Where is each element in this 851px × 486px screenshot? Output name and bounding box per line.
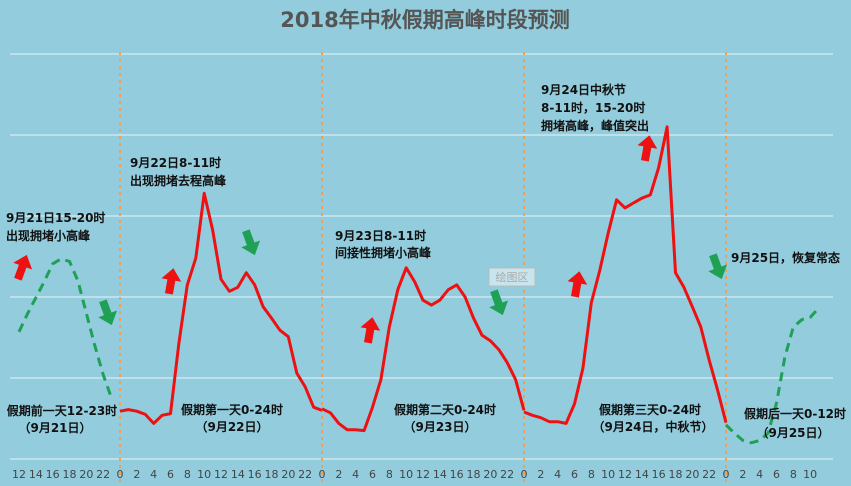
x-tick-label: 20: [685, 468, 699, 481]
x-tick-label: 12: [214, 468, 228, 481]
x-tick-label: 14: [231, 468, 245, 481]
x-tick-label: 2: [537, 468, 544, 481]
x-tick-label: 2: [133, 468, 140, 481]
x-tick-label: 14: [433, 468, 447, 481]
rise-arrow-icon: [567, 271, 588, 298]
rise-arrow-icon: [13, 254, 33, 281]
period-0925-line1: 假期后一天0-12时: [744, 406, 846, 421]
x-tick-label: 2: [335, 468, 342, 481]
x-tick-label: 4: [352, 468, 359, 481]
x-tick-label: 18: [669, 468, 683, 481]
fall-arrow-icon: [489, 289, 509, 316]
x-tick-label: 6: [369, 468, 376, 481]
annotation-normal-0925: 9月25日，恢复常态: [731, 250, 840, 265]
fall-arrow-icon: [241, 229, 261, 256]
x-tick-label: 10: [197, 468, 211, 481]
x-tick-label: 8: [184, 468, 191, 481]
series-line-9月24日: [523, 125, 728, 425]
annotation-peak-0923-line1: 9月23日8-11时: [335, 228, 426, 243]
x-tick-label: 8: [790, 468, 797, 481]
annotation-peak-0923-line2: 间接性拥堵小高峰: [335, 245, 432, 260]
x-tick-labels: 12 14 16 18 20 22 0 2 4 6 8 10 12 14 16 18 20 22 0 2 4 6 8 10 12…: [12, 468, 817, 481]
fall-arrow-icon: [98, 299, 118, 326]
x-tick-label: 4: [554, 468, 561, 481]
rise-arrow-icon: [161, 268, 182, 295]
x-tick-label: 16: [248, 468, 262, 481]
x-tick-label: 0: [319, 468, 326, 481]
period-0923-line1: 假期第二天0-24时: [394, 402, 496, 417]
x-tick-label: 22: [500, 468, 514, 481]
annotation-peak-0922-line1: 9月22日8-11时: [130, 155, 221, 170]
x-tick-label: 20: [281, 468, 295, 481]
x-tick-label: 8: [386, 468, 393, 481]
x-tick-label: 22: [298, 468, 312, 481]
x-tick-label: 12: [12, 468, 26, 481]
period-0921-line1: 假期前一天12-23时: [7, 403, 117, 418]
period-0923-line2: （9月23日）: [403, 419, 476, 434]
annotation-peak-0921-line1: 9月21日15-20时: [6, 210, 105, 225]
annotation-peak-0924-line3: 拥堵高峰，峰值突出: [541, 118, 649, 133]
rise-arrow-icon: [637, 135, 658, 162]
x-tick-label: 6: [773, 468, 780, 481]
annotation-peak-0924-line2: 8-11时，15-20时: [541, 100, 645, 115]
fall-arrow-icon: [708, 253, 728, 280]
x-tick-label: 10: [399, 468, 413, 481]
x-tick-label: 8: [588, 468, 595, 481]
x-tick-label: 10: [601, 468, 615, 481]
period-0922-line2: （9月22日）: [195, 419, 268, 434]
rise-arrow-icon: [360, 317, 381, 344]
x-tick-label: 12: [618, 468, 632, 481]
x-tick-label: 6: [571, 468, 578, 481]
period-0921-line2: （9月21日）: [18, 420, 91, 435]
annotation-peak-0922-line2: 出现拥堵去程高峰: [130, 173, 227, 188]
x-tick-label: 18: [265, 468, 279, 481]
x-tick-label: 14: [635, 468, 649, 481]
tooltip-text: 绘图区: [496, 270, 529, 284]
x-tick-label: 18: [63, 468, 77, 481]
series-line-9月25日: [724, 307, 820, 445]
chart-title: 2018年中秋假期高峰时段预测: [280, 8, 569, 32]
annotation-peak-0924-line1: 9月24日中秋节: [541, 82, 626, 97]
x-tick-label: 2: [739, 468, 746, 481]
x-tick-label: 4: [756, 468, 763, 481]
period-0922-line1: 假期第一天0-24时: [181, 402, 283, 417]
annotation-peak-0921-line2: 出现拥堵小高峰: [6, 228, 91, 243]
plot-area-tooltip: 绘图区: [488, 267, 536, 287]
x-tick-label: 12: [416, 468, 430, 481]
x-tick-label: 16: [652, 468, 666, 481]
period-0924-line1: 假期第三天0-24时: [599, 402, 701, 417]
x-tick-label: 0: [117, 468, 124, 481]
x-tick-label: 20: [483, 468, 497, 481]
series-line-9月22日: [119, 191, 323, 425]
x-tick-label: 0: [521, 468, 528, 481]
x-tick-label: 16: [46, 468, 60, 481]
period-0924-line2: （9月24日，中秋节）: [592, 419, 713, 434]
x-tick-label: 16: [450, 468, 464, 481]
series-lines: [17, 125, 820, 445]
x-tick-label: 6: [167, 468, 174, 481]
x-tick-label: 18: [467, 468, 481, 481]
series-line-9月21日: [17, 257, 114, 399]
period-0925-line2: （9月25日）: [756, 425, 829, 440]
annotations: 9月21日15-20时 出现拥堵小高峰 9月22日8-11时 出现拥堵去程高峰 …: [6, 82, 846, 440]
x-tick-label: 4: [150, 468, 157, 481]
x-tick-label: 10: [803, 468, 817, 481]
x-tick-label: 14: [29, 468, 43, 481]
x-tick-label: 0: [723, 468, 730, 481]
x-tick-label: 22: [702, 468, 716, 481]
x-tick-label: 22: [96, 468, 110, 481]
arrows: [13, 135, 728, 344]
x-tick-label: 20: [79, 468, 93, 481]
series-line-9月23日: [321, 266, 526, 433]
